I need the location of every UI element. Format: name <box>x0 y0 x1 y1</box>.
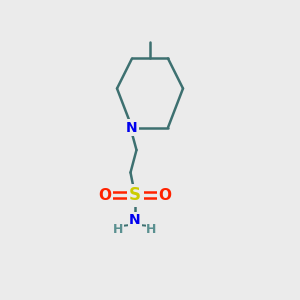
Text: O: O <box>98 188 112 202</box>
Text: H: H <box>146 223 157 236</box>
Text: H: H <box>113 223 124 236</box>
Text: N: N <box>126 121 138 134</box>
Text: O: O <box>158 188 172 202</box>
Text: N: N <box>129 214 141 227</box>
Text: S: S <box>129 186 141 204</box>
